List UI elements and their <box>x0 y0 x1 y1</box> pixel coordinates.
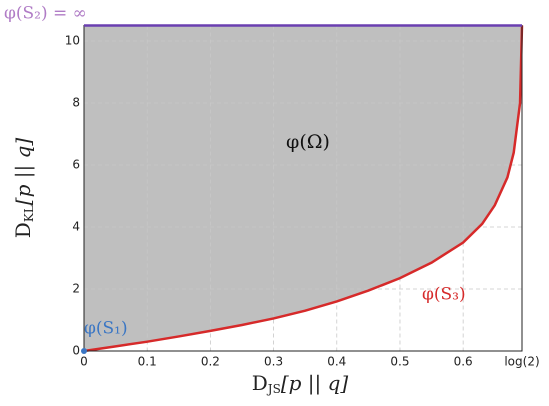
y-tick-label: 2 <box>72 282 80 296</box>
s1-label: φ(S₁) <box>84 319 128 339</box>
x-tick-label: 0.6 <box>454 355 473 369</box>
x-tick-label: 0 <box>80 355 88 369</box>
y-axis-label: DKL[p || q] <box>11 138 36 239</box>
boundary-curve <box>83 25 524 353</box>
omega-label: φ(Ω) <box>286 131 330 153</box>
y-tick-label: 6 <box>72 158 80 172</box>
x-label-subscript: JS <box>266 382 281 396</box>
s1-point <box>81 348 87 354</box>
x-tick-label: 0.4 <box>327 355 346 369</box>
x-tick-label: 0.1 <box>138 355 157 369</box>
y-label-symbol: D <box>11 222 35 238</box>
y-tick-label: 0 <box>72 344 80 358</box>
x-tick-label: log(2) <box>504 355 539 369</box>
y-tick-label: 10 <box>65 34 80 48</box>
x-tick-label: 0.5 <box>390 355 409 369</box>
x-axis-label: DJS[p || q] <box>252 371 349 396</box>
x-tick-label: 0.2 <box>201 355 220 369</box>
feasible-region <box>84 25 522 351</box>
y-label-subscript: KL <box>22 205 36 222</box>
y-tick-label: 8 <box>72 96 80 110</box>
series-label: φ(S₃) <box>422 285 466 305</box>
x-label-argument: [p || q] <box>281 371 349 396</box>
y-tick-label: 4 <box>72 220 80 234</box>
s2-label: φ(S₂) = ∞ <box>4 4 87 24</box>
x-tick-label: 0.3 <box>264 355 283 369</box>
x-label-symbol: D <box>252 371 268 395</box>
y-label-argument: [p || q] <box>11 138 36 206</box>
